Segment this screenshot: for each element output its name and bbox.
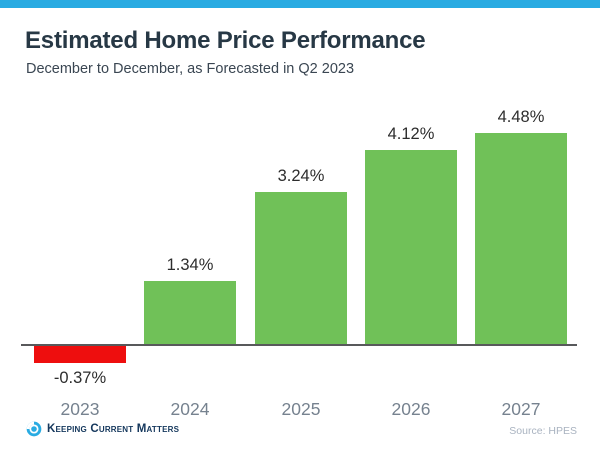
bar-2026 bbox=[365, 150, 457, 344]
brand-lockup: Keeping Current Matters bbox=[26, 420, 179, 438]
brand-name: Keeping Current Matters bbox=[47, 423, 180, 435]
bar-2025 bbox=[255, 192, 347, 344]
value-label-2027: 4.48% bbox=[497, 108, 545, 126]
x-axis-label-2023: 2023 bbox=[60, 399, 100, 419]
value-label-2026: 4.12% bbox=[387, 125, 435, 143]
chart-title: Estimated Home Price Performance bbox=[25, 27, 426, 54]
chart-subtitle: December to December, as Forecasted in Q… bbox=[26, 61, 355, 77]
x-axis-line bbox=[21, 344, 577, 346]
value-label-2025: 3.24% bbox=[277, 167, 325, 185]
bar-2024 bbox=[144, 281, 236, 344]
value-label-2023: -0.37% bbox=[53, 369, 107, 387]
brand-topbar bbox=[0, 0, 600, 8]
x-axis-label-2025: 2025 bbox=[281, 399, 321, 419]
kcm-swirl-icon bbox=[26, 421, 42, 437]
bar-2027 bbox=[475, 133, 567, 344]
x-axis-label-2024: 2024 bbox=[170, 399, 210, 419]
source-label: Source: HPES bbox=[509, 425, 577, 437]
x-axis-label-2027: 2027 bbox=[501, 399, 541, 419]
x-axis-label-2026: 2026 bbox=[391, 399, 431, 419]
value-label-2024: 1.34% bbox=[166, 256, 214, 274]
bar-2023 bbox=[34, 346, 126, 363]
